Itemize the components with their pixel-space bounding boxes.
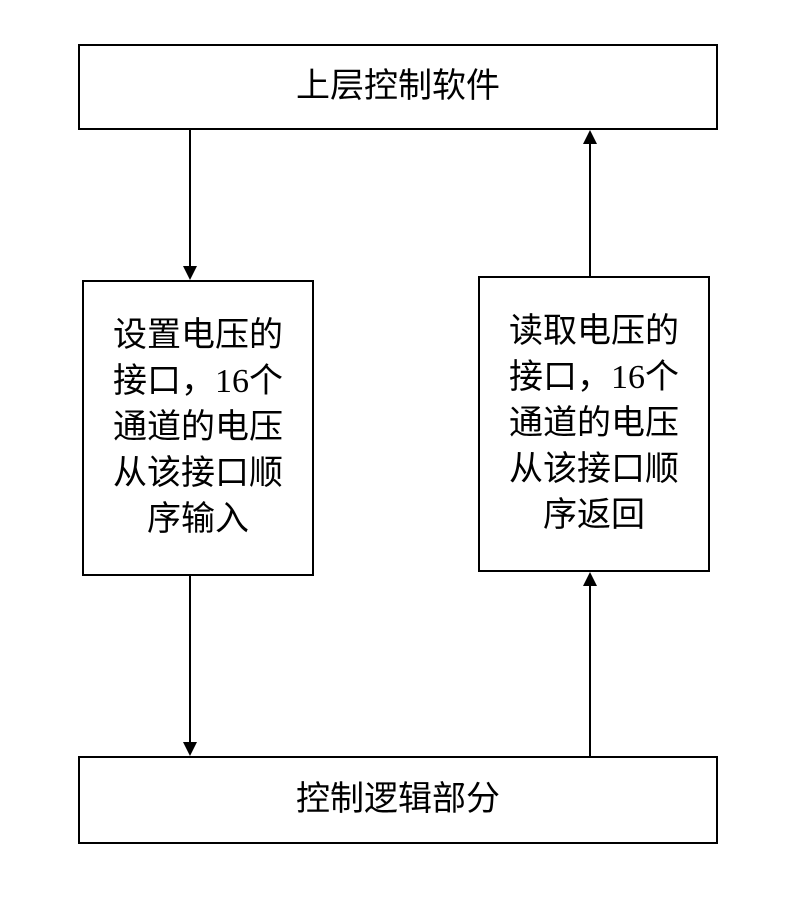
node-top-software: 上层控制软件 <box>78 44 718 130</box>
node-left-label: 设置电压的接口，16个通道的电压从该接口顺序输入 <box>113 313 283 542</box>
node-right-label: 读取电压的接口，16个通道的电压从该接口顺序返回 <box>509 309 679 538</box>
node-control-logic: 控制逻辑部分 <box>78 756 718 844</box>
node-set-voltage-interface: 设置电压的接口，16个通道的电压从该接口顺序输入 <box>82 280 314 576</box>
node-bottom-label: 控制逻辑部分 <box>296 777 500 823</box>
diagram-canvas: 上层控制软件 设置电压的接口，16个通道的电压从该接口顺序输入 读取电压的接口，… <box>0 0 800 918</box>
node-top-label: 上层控制软件 <box>296 64 500 110</box>
node-read-voltage-interface: 读取电压的接口，16个通道的电压从该接口顺序返回 <box>478 276 710 572</box>
